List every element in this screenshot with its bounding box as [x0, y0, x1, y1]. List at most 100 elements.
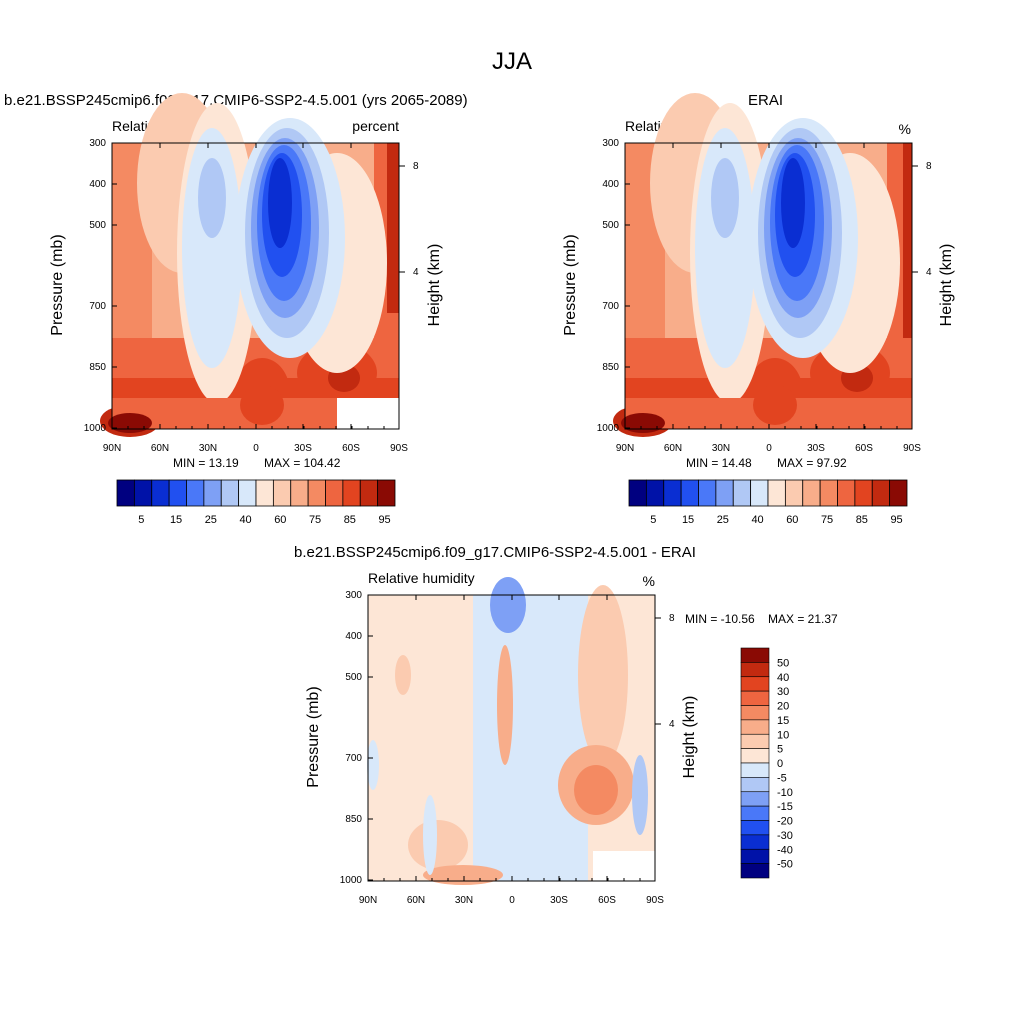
- panel2-colorbar-box: [767, 479, 786, 507]
- panel3-colorbar-label: 40: [777, 672, 789, 684]
- panel1-colorbar-box: [151, 479, 170, 507]
- panel3-colorbar-label: 20: [777, 701, 789, 713]
- diff-neg-north-low: [423, 795, 437, 875]
- panel3-colorbar-label: -50: [777, 859, 793, 871]
- panel2-htick-label: 4: [926, 267, 932, 278]
- panel1-htick-label: 8: [413, 161, 419, 172]
- panel3-htick-label: 8: [669, 613, 675, 624]
- rh-north-surface-peak: [108, 413, 152, 433]
- panel2-colorbar-box: [802, 479, 821, 507]
- panel1-ytick-label: 300: [89, 138, 106, 149]
- diff-missing-data-box: [593, 851, 655, 881]
- panel1-xtick-label: 0: [253, 443, 259, 454]
- panel3-colorbar-label: -20: [777, 816, 793, 828]
- panel2-colorbar-box: [837, 479, 856, 507]
- main-title: JJA: [491, 48, 532, 75]
- panel2-colorbar-box: [784, 479, 804, 507]
- panel2-colorbar-label: 75: [821, 514, 833, 526]
- panel2-colorbar-label: 5: [650, 514, 656, 526]
- panel2-max: MAX = 97.92: [777, 456, 847, 470]
- panel3-colorbar-label: -5: [777, 772, 787, 784]
- panel1-colorbar-label: 85: [344, 514, 356, 526]
- panel3-colorbar-box: [740, 848, 770, 864]
- panel3-htick-label: 4: [669, 719, 675, 730]
- panel3-colorbar-label: 15: [777, 715, 789, 727]
- panel3-colorbar-label: -40: [777, 844, 793, 856]
- panel1-colorbar-label: 75: [309, 514, 321, 526]
- panel1-colorbar-box: [290, 479, 309, 507]
- panel2-colorbar-box: [680, 479, 699, 507]
- panel2-ytick-label: 850: [602, 362, 619, 373]
- panel1-colorbar-label: 95: [378, 514, 390, 526]
- rh-south-polar-core: [903, 143, 912, 428]
- rh-equator-surface-core: [753, 385, 797, 425]
- panel1-htick-label: 4: [413, 267, 419, 278]
- panel2-ytick-label: 400: [602, 179, 619, 190]
- diff-neg-south-edge: [632, 755, 648, 835]
- panel3-colorbar-box: [740, 705, 770, 721]
- panel2-units: %: [898, 121, 911, 137]
- panel3-colorbar-box: [740, 791, 770, 807]
- panel2-colorbar-box: [698, 479, 717, 507]
- panel3-xtick-label: 60S: [598, 895, 616, 906]
- panel3-ytick-label: 1000: [340, 875, 363, 886]
- panel3-colorbar-box: [740, 805, 770, 821]
- panel3-y2label: Height (km): [681, 695, 698, 779]
- diff-pos-south-column: [578, 585, 628, 765]
- panel1-colorbar-box: [220, 479, 240, 507]
- panel1-colorbar-box: [255, 479, 274, 507]
- panel3-colorbar-label: -15: [777, 801, 793, 813]
- panel1-ytick-label: 1000: [84, 423, 107, 434]
- panel3-colorbar-label: 5: [777, 744, 783, 756]
- rh-north-surface-peak: [621, 413, 665, 433]
- panel2-colorbar-label: 25: [717, 514, 729, 526]
- panel1-colorbar-box: [342, 479, 361, 507]
- panel1-ytick-label: 500: [89, 220, 106, 231]
- panel1-units: percent: [352, 118, 399, 134]
- panel2-colorbar-box: [732, 479, 752, 507]
- panel2-xtick-label: 0: [766, 443, 772, 454]
- rh-missing-data-box: [337, 398, 399, 429]
- panel3-colorbar-label: 30: [777, 686, 789, 698]
- panel3-colorbar-box: [740, 777, 770, 793]
- panel2-colorbar-label: 60: [786, 514, 798, 526]
- panel1-xtick-label: 90N: [103, 443, 121, 454]
- panel2-xtick-label: 60S: [855, 443, 873, 454]
- panel3-colorbar-box: [740, 762, 770, 778]
- panel2-colorbar-label: 85: [856, 514, 868, 526]
- panel3-colorbar-box: [740, 647, 770, 663]
- panel1-colorbar-box: [359, 479, 379, 507]
- panel2-xtick-label: 60N: [664, 443, 682, 454]
- panel3-colorbar-box: [740, 719, 770, 735]
- panel2-colorbar-box: [628, 479, 647, 507]
- panel2-colorbar-box: [819, 479, 838, 507]
- panel3-colorbar-box: [740, 662, 770, 678]
- diff-neg-upper-core: [490, 577, 526, 633]
- panel3-ytick-label: 500: [345, 672, 362, 683]
- rh-north-dry-core: [711, 158, 739, 238]
- panel1-colorbar-box: [325, 479, 344, 507]
- panel3-xtick-label: 60N: [407, 895, 425, 906]
- rh-north-dry-mid: [695, 128, 755, 368]
- panel1-colorbar-box: [168, 479, 187, 507]
- panel1-colorbar-box: [186, 479, 205, 507]
- rh-south-dry-core: [268, 158, 292, 248]
- panel1-colorbar: 5 15 25 40 60 75 85 95: [116, 479, 396, 526]
- panel1-colorbar-label: 60: [274, 514, 286, 526]
- panel1-ylabel: Pressure (mb): [49, 234, 66, 336]
- panel2-xtick-label: 30S: [807, 443, 825, 454]
- panel1-title: b.e21.BSSP245cmip6.f09_g17.CMIP6-SSP2-4.…: [4, 92, 468, 109]
- panel2-ylabel: Pressure (mb): [562, 234, 579, 336]
- panel2-colorbar-box: [871, 479, 891, 507]
- panel3-title: b.e21.BSSP245cmip6.f09_g17.CMIP6-SSP2-4.…: [294, 544, 696, 561]
- panel3-colorbar-box: [740, 863, 770, 879]
- panel3-xtick-label: 30S: [550, 895, 568, 906]
- panel2-colorbar-box: [715, 479, 734, 507]
- panel2-htick-label: 8: [926, 161, 932, 172]
- panel2-xtick-label: 30N: [712, 443, 730, 454]
- panel2-colorbar: 5 15 25 40 60 75 85 95: [628, 479, 908, 526]
- panel2-colorbar-box: [889, 479, 908, 507]
- panel2-colorbar-box: [854, 479, 873, 507]
- panel2-y2label: Height (km): [938, 243, 955, 327]
- panel1-colorbar-box: [307, 479, 326, 507]
